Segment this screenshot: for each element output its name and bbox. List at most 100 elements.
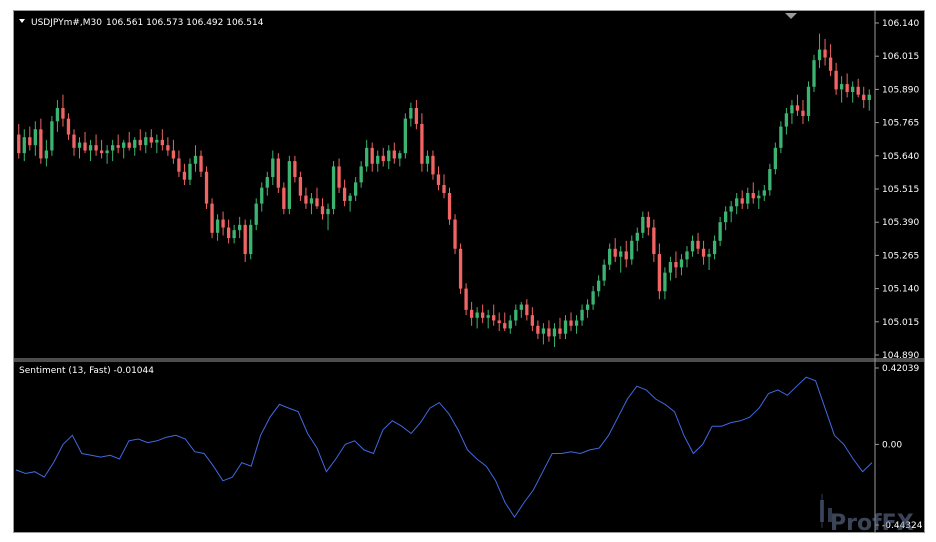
candle	[729, 200, 733, 223]
candle-body	[353, 182, 358, 196]
candle-body	[806, 86, 811, 116]
candle-body	[166, 145, 170, 151]
candle	[547, 320, 551, 342]
watermark-text: ProfFX	[830, 511, 914, 536]
candle-body	[613, 248, 617, 257]
candle-body	[160, 139, 165, 146]
candle	[558, 317, 562, 340]
candle-body	[442, 185, 446, 193]
candle	[679, 254, 684, 276]
candle	[204, 166, 209, 209]
candle	[155, 134, 159, 154]
price-tick-label: 104.890	[882, 351, 919, 361]
candle	[271, 150, 275, 186]
candle-body	[552, 328, 557, 337]
candle	[182, 163, 187, 186]
candle-body	[475, 312, 479, 318]
candle	[149, 129, 153, 148]
chart-shift-marker[interactable]	[785, 13, 797, 19]
candle-body	[226, 227, 231, 239]
candle-body	[458, 248, 463, 289]
candle	[337, 158, 341, 193]
candle	[630, 235, 634, 265]
candle	[166, 137, 170, 156]
candle	[712, 235, 717, 260]
candle-body	[812, 60, 816, 87]
price-tick-label: 106.140	[882, 19, 919, 29]
candle-body	[514, 309, 518, 321]
candle-body	[83, 142, 87, 151]
candle	[585, 299, 590, 318]
candle	[834, 62, 838, 95]
candle	[436, 166, 441, 191]
candle-body	[464, 288, 468, 310]
candle	[359, 161, 363, 188]
candle	[469, 301, 474, 326]
candle-body	[425, 155, 430, 164]
candle-body	[337, 166, 341, 188]
candle-body	[199, 155, 203, 172]
candle-body	[685, 251, 689, 260]
candle-body	[110, 145, 115, 151]
candle	[309, 192, 314, 215]
candle-body	[77, 142, 82, 148]
price-tick-label: 105.140	[882, 285, 919, 295]
candle-body	[729, 206, 733, 212]
candle	[171, 139, 176, 164]
candle-body	[265, 177, 269, 188]
candle	[249, 219, 253, 260]
candle-body	[492, 315, 496, 321]
candle-body	[751, 192, 755, 199]
symbol-dropdown-icon[interactable]	[19, 19, 25, 23]
candle	[50, 115, 54, 156]
candle-body	[138, 139, 142, 146]
candle	[784, 107, 789, 135]
candle-body	[309, 198, 314, 204]
candle-body	[563, 320, 568, 334]
candle	[652, 219, 656, 263]
candle	[492, 304, 496, 326]
candle-body	[779, 126, 783, 148]
candle-body	[497, 320, 501, 324]
candle-body	[116, 145, 120, 148]
candle-body	[287, 161, 292, 209]
candle-body	[155, 139, 159, 143]
candle	[431, 150, 435, 180]
candle-body	[696, 240, 700, 249]
candle-body	[773, 147, 778, 170]
candle-body	[823, 49, 827, 58]
price-tick-label: 105.890	[882, 85, 919, 95]
candle-body	[436, 174, 441, 186]
candle-body	[679, 259, 684, 268]
candle-body	[326, 208, 330, 215]
candle	[569, 312, 573, 332]
candle-body	[547, 328, 551, 337]
candle-body	[845, 84, 849, 93]
candle	[608, 243, 612, 271]
candle-body	[193, 155, 198, 164]
candle-body	[28, 137, 32, 146]
candle-body	[690, 240, 695, 252]
candle	[541, 323, 546, 345]
candle	[387, 145, 391, 170]
candle-body	[204, 171, 209, 204]
candle	[17, 123, 21, 159]
candle	[265, 171, 269, 196]
candle	[823, 38, 827, 66]
candle	[83, 131, 87, 154]
candle-body	[795, 105, 800, 111]
candle-body	[701, 248, 706, 257]
candle-body	[646, 216, 650, 228]
candle	[33, 121, 37, 156]
candle-body	[519, 304, 523, 310]
candle-body	[39, 129, 43, 159]
candle	[779, 121, 783, 154]
candle-body	[834, 70, 838, 90]
candle-body	[44, 150, 49, 159]
candle-body	[762, 190, 766, 196]
candle-body	[530, 315, 535, 326]
candle	[718, 216, 722, 247]
candle	[641, 211, 645, 239]
candle	[701, 240, 706, 265]
